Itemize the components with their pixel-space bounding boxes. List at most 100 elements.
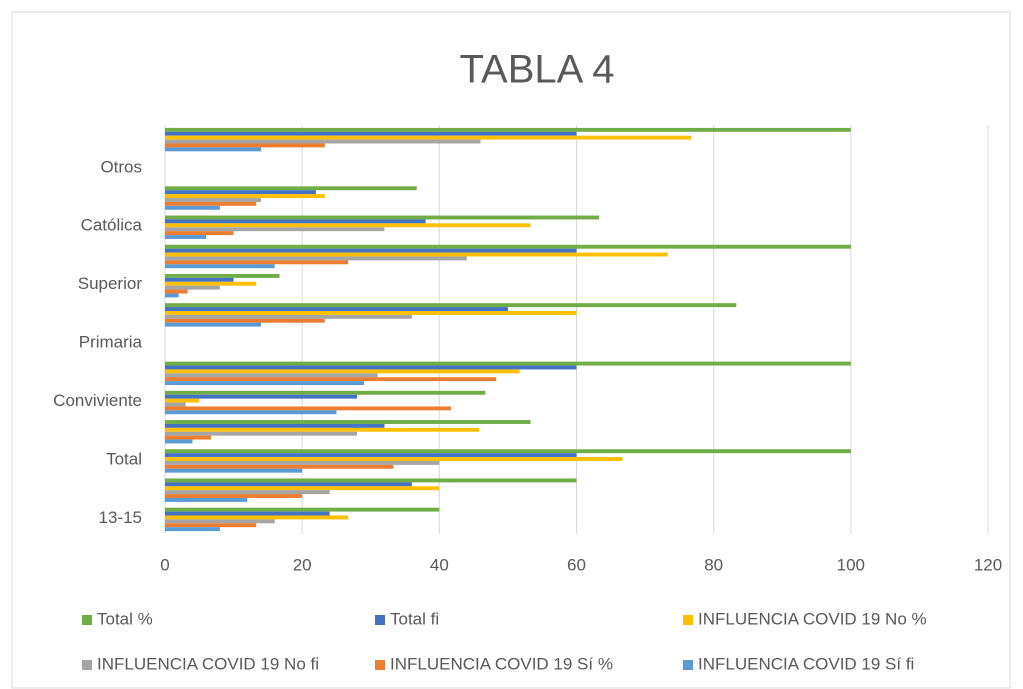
y-tick-label: Otros: [100, 157, 142, 176]
x-tick-label: 80: [704, 555, 723, 574]
legend-label: INFLUENCIA COVID 19 No fi: [97, 654, 319, 673]
bar: [165, 515, 349, 520]
y-tick-label: Conviviente: [53, 391, 142, 410]
legend-label: Total %: [97, 609, 153, 628]
legend-swatch: [683, 660, 693, 670]
bar: [165, 314, 412, 319]
bar: [165, 494, 303, 498]
bar: [165, 293, 179, 298]
bar: [165, 223, 531, 228]
bar: [165, 244, 851, 249]
bar: [165, 390, 486, 395]
legend-swatch: [82, 615, 92, 625]
bar: [165, 519, 275, 524]
bar: [165, 227, 385, 232]
bar: [165, 310, 577, 315]
bar: [165, 260, 349, 265]
bar: [165, 377, 497, 382]
bar: [165, 139, 481, 144]
bar: [165, 281, 257, 286]
bar: [165, 497, 248, 502]
bar: [165, 394, 358, 399]
x-tick-label: 100: [837, 555, 865, 574]
bar: [165, 381, 364, 386]
legend-label: INFLUENCIA COVID 19 Sí fi: [698, 654, 914, 673]
bar: [165, 410, 337, 415]
bar: [165, 431, 358, 436]
bar: [165, 478, 577, 483]
bar: [165, 369, 520, 374]
bar: [165, 248, 577, 253]
legend-label: INFLUENCIA COVID 19 No %: [698, 609, 927, 628]
bar: [165, 198, 262, 202]
bar: [165, 252, 668, 257]
bar: [165, 482, 412, 487]
x-tick-label: 40: [430, 555, 449, 574]
legend-label: INFLUENCIA COVID 19 Sí %: [390, 654, 613, 673]
bar: [165, 439, 193, 444]
legend-swatch: [375, 615, 385, 625]
bar: [165, 307, 508, 311]
bar: [165, 285, 220, 290]
x-tick-label: 20: [293, 555, 312, 574]
bar: [165, 318, 325, 323]
bar: [165, 460, 440, 465]
legend-swatch: [82, 660, 92, 670]
bar: [165, 277, 234, 282]
bar: [165, 303, 737, 308]
bar: [165, 289, 188, 294]
legend-label: Total fi: [390, 609, 439, 628]
bar: [165, 322, 262, 327]
bar: [165, 143, 325, 148]
bar: [165, 190, 316, 195]
x-tick-label: 60: [567, 555, 586, 574]
bar: [165, 523, 257, 528]
bar: [165, 201, 257, 206]
y-tick-label: Total: [106, 449, 142, 468]
bar: [165, 457, 623, 461]
bar: [165, 365, 577, 370]
bar: [165, 264, 275, 269]
bar: [165, 231, 234, 236]
bar: [165, 235, 207, 239]
bar: [165, 468, 303, 473]
bar: [165, 373, 378, 378]
bar: [165, 398, 200, 403]
bar: [165, 256, 467, 261]
bar: [165, 135, 692, 140]
bar: [165, 215, 600, 220]
bar: [165, 507, 440, 512]
bar: [165, 511, 330, 516]
bar: [165, 527, 220, 532]
x-tick-label: 120: [974, 555, 1002, 574]
legend-swatch: [375, 660, 385, 670]
bar: [165, 361, 851, 366]
bar: [165, 453, 577, 458]
bar: [165, 186, 417, 191]
bar: [165, 131, 577, 136]
bar: [165, 402, 186, 407]
bar: [165, 420, 531, 424]
bar: [165, 194, 325, 199]
bar: [165, 423, 385, 428]
y-tick-label: Superior: [78, 274, 143, 293]
y-tick-label: Primaria: [79, 333, 143, 352]
bar: [165, 219, 426, 224]
bar: [165, 464, 394, 469]
x-tick-label: 0: [160, 555, 169, 574]
bar: [165, 486, 440, 491]
bar: [165, 205, 220, 210]
y-tick-label: Católica: [81, 216, 143, 235]
bar: [165, 147, 262, 152]
chart-frame: [11, 11, 1011, 689]
bar: [165, 273, 280, 278]
legend-swatch: [683, 615, 693, 625]
bar: [165, 406, 451, 411]
bar: [165, 449, 851, 454]
bar: [165, 127, 851, 132]
bar: [165, 427, 480, 432]
bar: [165, 490, 330, 495]
bar: [165, 435, 211, 440]
y-tick-label: 13-15: [99, 508, 142, 527]
